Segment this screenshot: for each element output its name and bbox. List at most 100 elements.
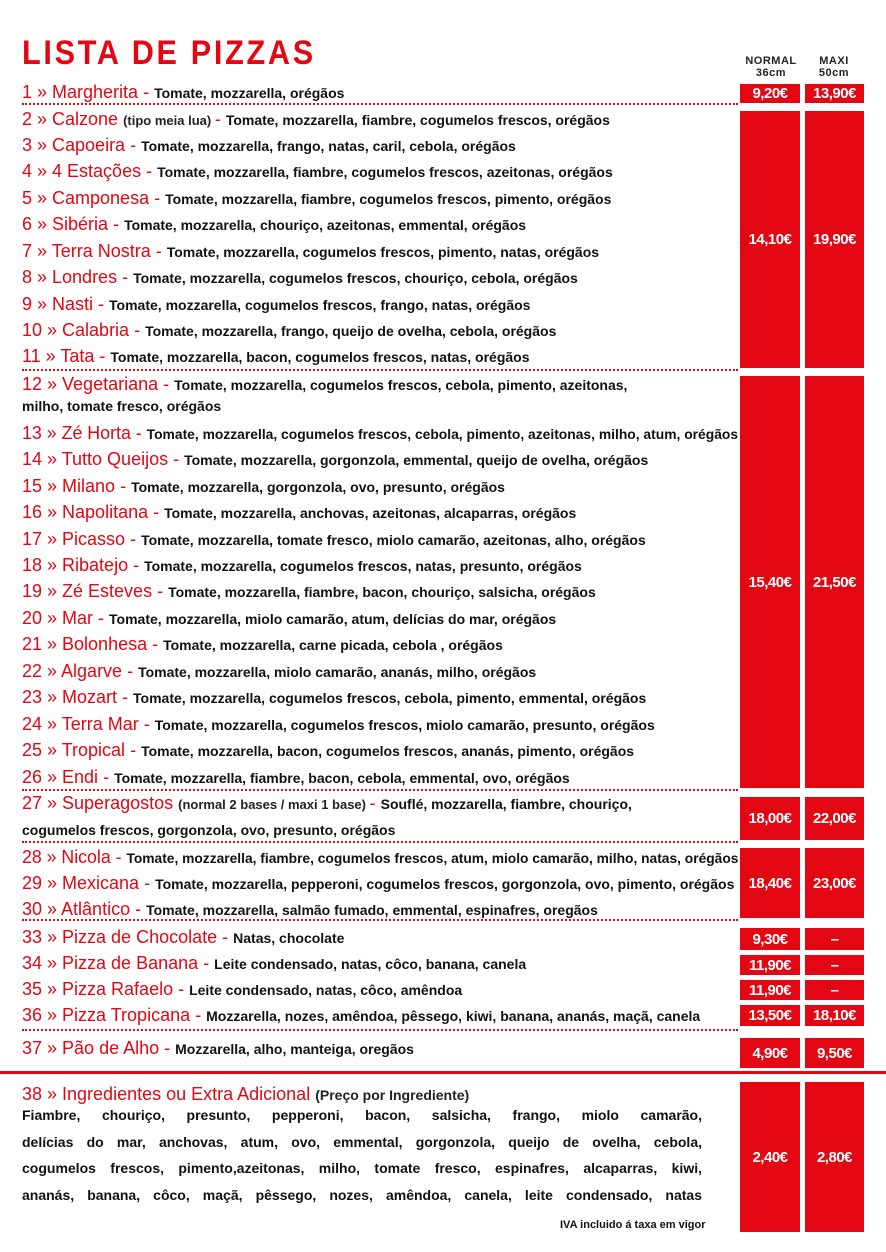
item-name: 30 » Atlântico [22, 899, 136, 919]
item-description: milho, tomate fresco, orégãos [22, 398, 222, 414]
menu-item: 20 » Mar - Tomate, mozzarella, miolo cam… [22, 608, 556, 628]
extras-ingredients-line: delícias do mar, anchovas, atum, ovo, em… [22, 1133, 702, 1150]
item-name: 27 » Superagostos [22, 793, 179, 813]
item-description: Tomate, mozzarella, salmão fumado, emmen… [146, 902, 598, 918]
price-normal: 11,90€ [740, 955, 800, 975]
item-description: Tomate, mozzarella, tomate fresco, miolo… [141, 532, 646, 548]
price-normal: 9,20€ [740, 84, 800, 103]
dotted-divider [22, 789, 738, 791]
item-name: 26 » Endi [22, 767, 104, 787]
menu-item: 15 » Milano - Tomate, mozzarella, gorgon… [22, 476, 505, 496]
item-separator: - [143, 714, 155, 734]
item-description: cogumelos frescos, gorgonzola, ovo, pres… [22, 822, 396, 838]
menu-item: 33 » Pizza de Chocolate - Natas, chocola… [22, 927, 344, 947]
menu-item: 23 » Mozart - Tomate, mozzarella, cogume… [22, 687, 646, 707]
item-description: Tomate, mozzarella, cogumelos frescos, n… [144, 558, 582, 574]
item-separator: - [143, 82, 155, 102]
price-maxi: 22,00€ [805, 797, 864, 840]
item-note: (tipo meia lua) [123, 113, 215, 128]
item-name: 6 » Sibéria [22, 214, 114, 234]
item-name: 9 » Nasti [22, 294, 99, 314]
menu-item: 6 » Sibéria - Tomate, mozzarella, chouri… [22, 214, 526, 234]
menu-item: 14 » Tutto Queijos - Tomate, mozzarella,… [22, 449, 648, 469]
item-name: 18 » Ribatejo [22, 555, 134, 575]
item-name: 3 » Capoeira [22, 135, 131, 155]
item-description: Leite condensado, natas, côco, amêndoa [189, 982, 463, 998]
item-separator: - [369, 793, 381, 813]
item-separator: - [146, 161, 158, 181]
item-description: Tomate, mozzarella, fiambre, cogumelos f… [225, 112, 610, 128]
price-normal: 11,90€ [740, 980, 800, 1000]
item-description: Souflé, mozzarella, fiambre, chouriço, [380, 796, 632, 812]
item-description: Tomate, mozzarella, cogumelos frescos, c… [133, 270, 578, 286]
item-name: 29 » Mexicana [22, 873, 145, 893]
item-name: 11 » Tata [22, 346, 100, 366]
price-maxi: 21,50€ [805, 376, 864, 788]
dotted-divider [22, 841, 738, 843]
item-name: 2 » Calzone [22, 109, 124, 129]
item-separator: - [144, 873, 156, 893]
item-description: Tomate, mozzarella, pepperoni, cogumelos… [155, 876, 735, 892]
menu-item: 24 » Terra Mar - Tomate, mozzarella, cog… [22, 714, 655, 734]
item-description: Tomate, mozzarella, cogumelos frescos, p… [166, 244, 600, 260]
item-separator: - [163, 374, 175, 394]
item-description: Natas, chocolate [233, 930, 345, 946]
extras-note: (Preço por Ingrediente) [315, 1087, 470, 1103]
item-name: 10 » Calabria [22, 320, 135, 340]
item-description: Tomate, mozzarella, fiambre, cogumelos f… [126, 850, 739, 866]
item-name: 20 » Mar [22, 608, 99, 628]
menu-item: 8 » Londres - Tomate, mozzarella, cogume… [22, 267, 578, 287]
item-separator: - [120, 476, 132, 496]
item-description: Tomate, mozzarella, cogumelos frescos, c… [146, 426, 739, 442]
price-normal: 14,10€ [740, 111, 800, 368]
column-size: 36cm [755, 67, 787, 79]
price-normal: 13,50€ [740, 1005, 800, 1026]
item-description: Mozzarella, alho, manteiga, oregãos [175, 1041, 414, 1057]
price-normal: 18,40€ [740, 848, 800, 918]
item-description: Tomate, mozzarella, gorgonzola, ovo, pre… [131, 479, 505, 495]
item-name: 7 » Terra Nostra [22, 241, 156, 261]
menu-item: 22 » Algarve - Tomate, mozzarella, miolo… [22, 661, 536, 681]
price-maxi: 9,50€ [805, 1038, 864, 1068]
item-separator: - [98, 294, 110, 314]
item-name: 15 » Milano [22, 476, 121, 496]
item-separator: - [130, 529, 142, 549]
item-separator: - [164, 1038, 176, 1058]
item-name: 12 » Vegetariana [22, 374, 164, 394]
menu-item: 17 » Picasso - Tomate, mozzarella, tomat… [22, 529, 646, 549]
price-maxi: 23,00€ [805, 848, 864, 918]
column-label: NORMAL [745, 55, 797, 67]
menu-item: 19 » Zé Esteves - Tomate, mozzarella, fi… [22, 581, 596, 601]
item-name: 28 » Nicola [22, 847, 116, 867]
item-separator: - [122, 687, 134, 707]
item-description: Tomate, mozzarella, carne picada, cebola… [163, 637, 503, 653]
menu-item: 2 » Calzone (tipo meia lua) - Tomate, mo… [22, 109, 610, 129]
item-description: Tomate, mozzarella, fiambre, cogumelos f… [165, 191, 612, 207]
item-name: 17 » Picasso [22, 529, 131, 549]
item-name: 16 » Napolitana [22, 502, 154, 522]
price-normal: 9,30€ [740, 928, 800, 950]
item-separator: - [154, 188, 166, 208]
extras-heading: 38 » Ingredientes ou Extra Adicional (Pr… [22, 1084, 469, 1104]
item-name: 13 » Zé Horta [22, 423, 136, 443]
price-maxi: 18,10€ [805, 1005, 864, 1026]
item-separator: - [122, 267, 134, 287]
menu-item: 5 » Camponesa - Tomate, mozzarella, fiam… [22, 188, 611, 208]
item-separator: - [130, 135, 142, 155]
price-maxi: 2,80€ [805, 1082, 864, 1232]
menu-item: 27 » Superagostos (normal 2 bases / maxi… [22, 793, 632, 813]
item-name: 22 » Algarve [22, 661, 128, 681]
item-separator: - [195, 1005, 207, 1025]
item-separator: - [133, 555, 145, 575]
item-name: 34 » Pizza de Banana [22, 953, 204, 973]
item-separator: - [103, 767, 115, 787]
extras-ingredients-line: Fiambre, chouriço, presunto, pepperoni, … [22, 1107, 702, 1123]
item-description: Tomate, mozzarella, cogumelos frescos, m… [154, 717, 655, 733]
item-description: Tomate, mozzarella, gorgonzola, emmental… [184, 452, 649, 468]
vat-note: IVA incluido á taxa em vigor [560, 1219, 706, 1231]
item-description: Tomate, mozzarella, cogumelos frescos, c… [174, 377, 628, 393]
item-note: (normal 2 bases / maxi 1 base) [178, 797, 370, 812]
item-name: 24 » Terra Mar [22, 714, 144, 734]
item-name: 37 » Pão de Alho [22, 1038, 165, 1058]
menu-item: 18 » Ribatejo - Tomate, mozzarella, cogu… [22, 555, 582, 575]
